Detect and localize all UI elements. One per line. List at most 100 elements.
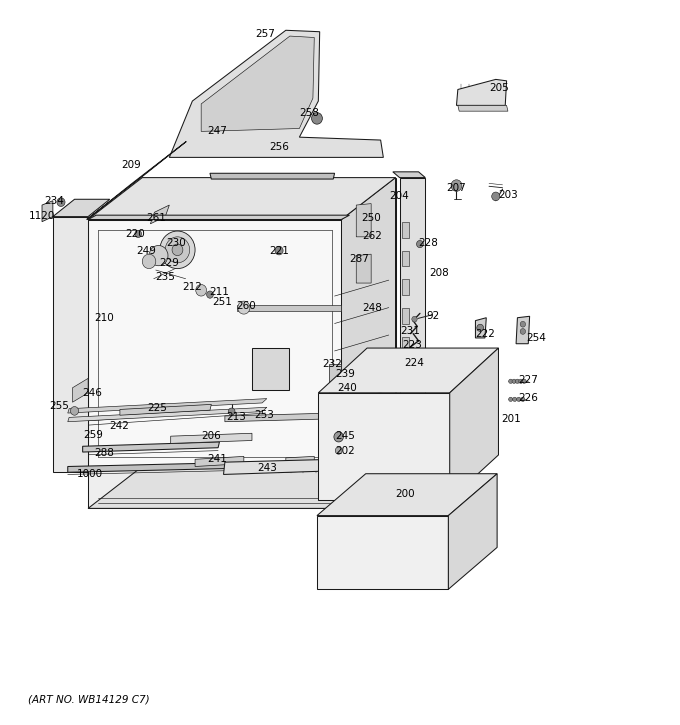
Text: 226: 226 <box>518 393 538 403</box>
Text: 258: 258 <box>300 108 320 118</box>
Text: 251: 251 <box>212 297 232 307</box>
Polygon shape <box>317 515 448 589</box>
Circle shape <box>513 397 517 402</box>
Text: 206: 206 <box>201 431 221 442</box>
Text: 225: 225 <box>147 403 167 413</box>
Text: 213: 213 <box>226 412 245 422</box>
Circle shape <box>149 246 168 266</box>
Text: 242: 242 <box>109 421 129 431</box>
Polygon shape <box>142 178 396 426</box>
Polygon shape <box>252 348 288 390</box>
Circle shape <box>520 321 526 327</box>
Text: 221: 221 <box>269 247 289 256</box>
Text: (ART NO. WB14129 C7): (ART NO. WB14129 C7) <box>29 695 150 705</box>
Polygon shape <box>88 220 341 467</box>
Circle shape <box>515 379 520 384</box>
Text: 230: 230 <box>166 239 186 249</box>
Text: 262: 262 <box>362 231 382 241</box>
Circle shape <box>160 231 195 268</box>
Polygon shape <box>400 178 425 426</box>
Polygon shape <box>210 173 335 179</box>
Circle shape <box>521 397 525 402</box>
Circle shape <box>477 324 483 331</box>
Circle shape <box>517 397 521 402</box>
Text: 249: 249 <box>137 246 156 255</box>
Text: 253: 253 <box>254 410 274 420</box>
Polygon shape <box>356 254 371 283</box>
Polygon shape <box>393 172 425 178</box>
Circle shape <box>238 301 250 314</box>
Text: 223: 223 <box>402 340 422 350</box>
Text: 205: 205 <box>490 83 509 93</box>
Polygon shape <box>171 434 252 444</box>
Circle shape <box>172 244 183 256</box>
Polygon shape <box>68 407 267 422</box>
Text: 207: 207 <box>447 183 466 193</box>
Circle shape <box>522 379 526 384</box>
Text: 209: 209 <box>122 160 141 170</box>
Polygon shape <box>458 105 508 111</box>
Circle shape <box>228 408 235 415</box>
Circle shape <box>142 254 156 268</box>
Text: 210: 210 <box>95 312 114 323</box>
Polygon shape <box>68 460 314 472</box>
Circle shape <box>519 379 523 384</box>
Polygon shape <box>449 348 498 500</box>
Text: 243: 243 <box>257 463 277 473</box>
Polygon shape <box>448 473 497 589</box>
Text: 232: 232 <box>322 359 342 369</box>
Text: 92: 92 <box>427 311 440 321</box>
Text: 288: 288 <box>95 449 114 458</box>
Text: 254: 254 <box>526 333 546 343</box>
Circle shape <box>207 291 214 298</box>
Text: 227: 227 <box>518 375 538 385</box>
Text: 224: 224 <box>405 357 424 368</box>
Polygon shape <box>341 178 396 467</box>
Circle shape <box>311 112 322 124</box>
Text: 257: 257 <box>256 29 275 39</box>
Text: 247: 247 <box>207 126 226 136</box>
Circle shape <box>412 316 418 322</box>
Polygon shape <box>329 364 341 395</box>
Text: 202: 202 <box>335 446 355 455</box>
Polygon shape <box>88 215 350 220</box>
Text: 211: 211 <box>209 287 229 297</box>
Polygon shape <box>356 204 371 237</box>
Polygon shape <box>237 304 341 310</box>
Text: 255: 255 <box>50 401 69 411</box>
Text: 204: 204 <box>390 191 409 202</box>
Polygon shape <box>225 413 333 422</box>
Polygon shape <box>53 217 88 472</box>
Text: 246: 246 <box>82 388 102 398</box>
Text: 1000: 1000 <box>76 469 103 478</box>
Circle shape <box>334 432 343 442</box>
Polygon shape <box>195 457 244 466</box>
Text: 259: 259 <box>84 430 103 440</box>
Text: 203: 203 <box>498 190 518 200</box>
Polygon shape <box>88 466 396 508</box>
Circle shape <box>451 180 462 191</box>
Polygon shape <box>120 405 211 415</box>
Bar <box>403 366 409 382</box>
Text: 261: 261 <box>146 213 166 223</box>
Text: 212: 212 <box>182 283 203 292</box>
Circle shape <box>135 231 141 238</box>
Circle shape <box>57 198 65 207</box>
Text: 240: 240 <box>337 383 356 393</box>
Polygon shape <box>42 201 53 222</box>
Polygon shape <box>150 205 169 224</box>
Polygon shape <box>83 442 220 452</box>
Text: 287: 287 <box>349 254 369 263</box>
Circle shape <box>196 284 207 296</box>
Polygon shape <box>286 457 314 472</box>
Polygon shape <box>317 473 497 515</box>
Circle shape <box>275 247 283 255</box>
Polygon shape <box>88 178 396 220</box>
Text: 220: 220 <box>126 229 146 239</box>
Text: 201: 201 <box>500 414 520 424</box>
Text: 260: 260 <box>237 301 256 311</box>
Polygon shape <box>88 467 341 508</box>
Text: 222: 222 <box>476 328 496 339</box>
Circle shape <box>509 397 513 402</box>
Circle shape <box>165 237 190 263</box>
